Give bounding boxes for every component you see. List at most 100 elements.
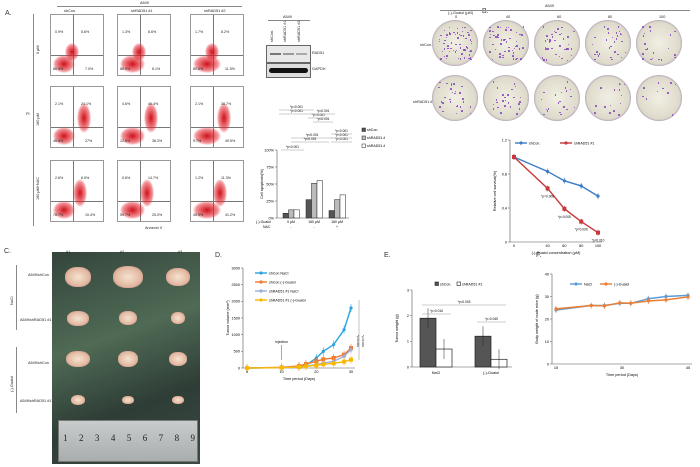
quadrant-percent: 78.7% (53, 213, 64, 217)
flow-plot: 1.3% 6.6% 86.0% 6.1% (117, 14, 171, 76)
cell-population (132, 43, 146, 61)
legend-swatch (434, 281, 439, 286)
tumor (122, 396, 134, 404)
p-value: *p=0.010 (592, 239, 605, 243)
panel-label-f: F. (536, 252, 542, 259)
ruler-number: 7 (158, 433, 164, 443)
quadrant-percent: 41.2% (225, 213, 236, 217)
p-value: *p=0.009 (575, 228, 588, 232)
cell-population (65, 43, 79, 61)
x-tick-label: 40 (545, 244, 549, 248)
p-value: *p=0.016 (430, 309, 443, 313)
bar-shRAD51 #2 (316, 180, 323, 219)
y-tick-label: 2000 (232, 300, 240, 304)
legend-marker (259, 280, 263, 284)
c-group-nacl: NaCl (10, 296, 14, 305)
ruler-number: 1 (63, 433, 68, 443)
colony-plate (636, 20, 682, 66)
p-value: *p<0.001 (335, 137, 348, 141)
p-value: *p=0.045 (485, 317, 498, 321)
tumor (71, 395, 85, 405)
a-row-label: 160 μM (36, 113, 40, 126)
data-point (664, 298, 668, 302)
y-tick-label: 3 (407, 288, 409, 292)
bar-shRAD51 #2 (293, 209, 300, 219)
flow-plot: 0.6% 14.7% 59.7% 25.0% (117, 160, 171, 222)
quadrant-gate (51, 127, 103, 128)
data-point (629, 301, 633, 305)
legend-swatch (361, 135, 366, 140)
row-label: (-)-Guaiol (256, 220, 271, 224)
data-point (342, 354, 346, 358)
p-value: *p=0.003 (458, 300, 471, 304)
p-value: *p<0.001 (312, 113, 325, 117)
x-tick-label: 0 (513, 244, 515, 248)
data-point (579, 184, 583, 188)
colony-plate (636, 75, 682, 121)
p-value: *p<0.001 (361, 335, 365, 347)
p-value: *p<0.001 (304, 137, 317, 141)
legend-marker (519, 141, 523, 145)
b-conc: 40 (506, 15, 511, 19)
bar-shRAD51 #1 (288, 209, 295, 219)
cell-population (73, 179, 87, 207)
legend-label: shCon. (367, 128, 378, 132)
cell-population (140, 179, 154, 207)
x-tick-label: 80 (579, 244, 583, 248)
bar-shRAD51 #1 (311, 183, 318, 219)
data-point (545, 186, 550, 191)
cell-population (53, 127, 75, 145)
quadrant-percent: 46.8% (53, 139, 64, 143)
y-axis-label: Cell apoptosis(%) (260, 168, 264, 198)
panel-label-c: C. (4, 248, 11, 255)
y-tick-label: 1 (407, 340, 409, 344)
quadrant-percent: 4.6% (122, 102, 131, 106)
y-tick-label: 0% (269, 216, 275, 220)
a-cell-line: A549 (140, 1, 149, 5)
y-axis-label: Relative cell survival(%) (493, 170, 497, 211)
legend-label: shRAD51 #1 (462, 282, 482, 286)
data-point (314, 363, 319, 368)
quadrant-percent: 14.7% (148, 176, 159, 180)
data-point (321, 362, 326, 367)
c-col: #3 (178, 250, 183, 254)
data-point (297, 365, 301, 369)
y-tick-label: 0 (238, 366, 240, 370)
data-point (342, 359, 347, 364)
legend-label: shRAD51 #1 NaCl (269, 289, 299, 293)
category-label: 0 μM (287, 220, 295, 224)
category-label: NaCl (432, 371, 441, 375)
a-column-label: shRAD51 #1 (131, 9, 153, 13)
data-point (279, 365, 284, 370)
legend-marker (259, 271, 263, 275)
b-row-label: shRAD51 #1 (413, 100, 435, 104)
y-tick-label: 25% (266, 199, 274, 203)
tumor (113, 266, 143, 288)
quadrant-percent: 86.5% (53, 67, 64, 71)
nac-value: + (336, 225, 338, 229)
data-point (245, 366, 249, 370)
p-value: *p<0.001 (335, 129, 348, 133)
wb-line (268, 20, 310, 21)
data-point (342, 328, 346, 332)
data-point (349, 357, 353, 362)
y-axis-label: Tumor weight (g) (395, 313, 399, 342)
y-tick-label: 1000 (232, 333, 240, 337)
quadrant-gate (118, 127, 170, 128)
wb-lane: shRAD51 #2 (297, 20, 301, 42)
p-value: *p<0.001 (290, 105, 303, 109)
c-col: #2 (120, 250, 125, 254)
tumor (118, 351, 138, 367)
y-tick-label: 1.2 (502, 138, 507, 142)
x-tick-label: 30 (349, 370, 353, 374)
data-point (589, 303, 593, 308)
data-point (303, 364, 308, 369)
x-tick-label: 45 (686, 366, 690, 370)
tumor (66, 351, 90, 367)
quadrant-gate (73, 87, 74, 147)
x-tick-label: 15 (554, 366, 558, 370)
a-x-axis-label: Annexin V (145, 226, 163, 230)
y-tick-label: 1500 (232, 316, 240, 320)
ruler-number: 5 (126, 433, 132, 443)
